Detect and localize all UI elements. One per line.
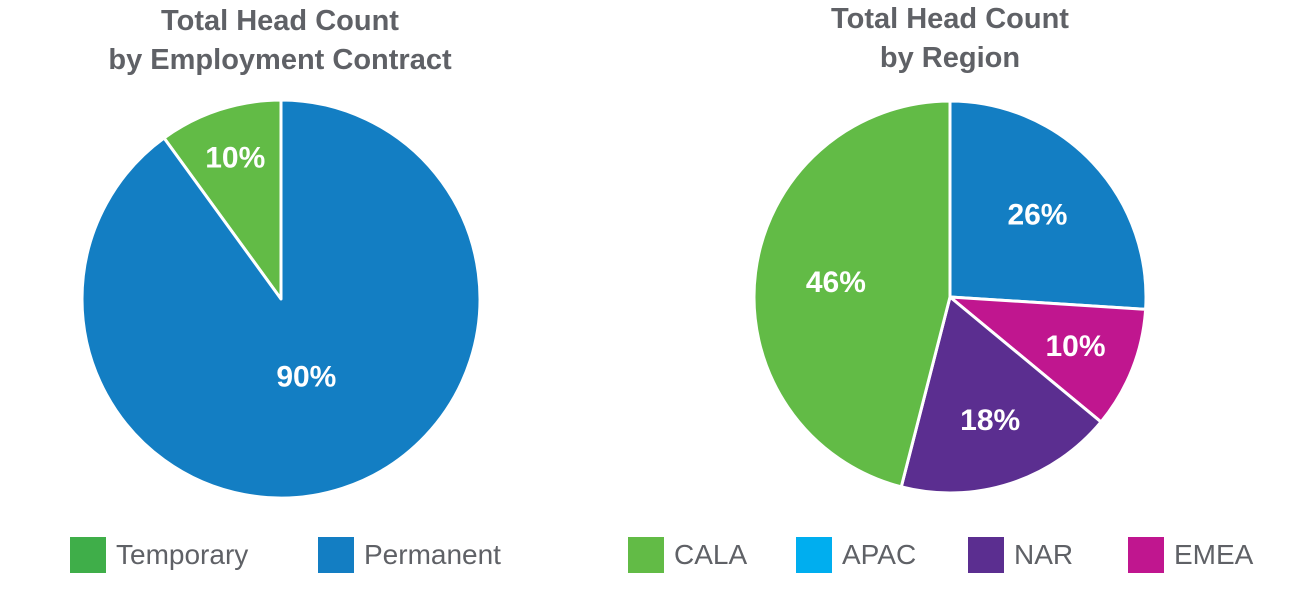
data-label-emea: 10% [1045,330,1105,363]
legend-label: CALA [674,539,748,570]
legend-item-apac: APAC [796,532,916,578]
pie-slice-nar [899,295,1103,495]
pie-slice-temporary [162,98,283,301]
legend-label: Temporary [116,539,249,570]
chart-title-line-1: Total Head Count [831,3,1069,35]
data-label-temporary: 10% [205,142,265,175]
legend-swatch [796,537,832,573]
pie-plot: 26% 10% 18% 46% [752,99,1148,495]
legend-swatch [70,537,106,573]
legend: CALA APAC NAR EMEA [600,532,1300,578]
legend-label: Permanent [364,539,501,570]
data-label-nar: 18% [960,404,1020,437]
legend-swatch [1128,537,1164,573]
pie-chart-employment-contract: Total Head Count by Employment Contract … [0,0,560,590]
legend-item-cala: CALA [628,532,747,578]
legend-label: APAC [842,539,917,570]
chart-title: Total Head Count by Region [600,0,1300,78]
legend-swatch [628,537,664,573]
legend-label: NAR [1014,539,1074,570]
pie-slice-cala [752,99,952,489]
chart-title: Total Head Count by Employment Contract [0,2,560,80]
legend-swatch [318,537,354,573]
legend-item-nar: NAR [968,532,1073,578]
pie-chart-region: Total Head Count by Region 26% 10% 18% 46% … [600,0,1300,590]
data-label-apac: 26% [1007,198,1067,231]
pie-slice-apac [948,99,1148,311]
pie-slice-emea [948,295,1148,424]
chart-title-line-2: by Employment Contract [108,44,452,76]
chart-title-line-1: Total Head Count [161,5,399,37]
pie-plot: 10% 90% [80,98,482,500]
legend-item-temporary: Temporary [70,532,248,578]
legend-swatch [968,537,1004,573]
data-label-permanent: 90% [276,360,336,393]
legend-label: EMEA [1174,539,1254,570]
legend-item-emea: EMEA [1128,532,1253,578]
legend-item-permanent: Permanent [318,532,501,578]
data-label-cala: 46% [806,266,866,299]
legend: Temporary Permanent [0,532,560,578]
pie-slice-permanent [80,98,482,500]
chart-title-line-2: by Region [879,42,1021,74]
